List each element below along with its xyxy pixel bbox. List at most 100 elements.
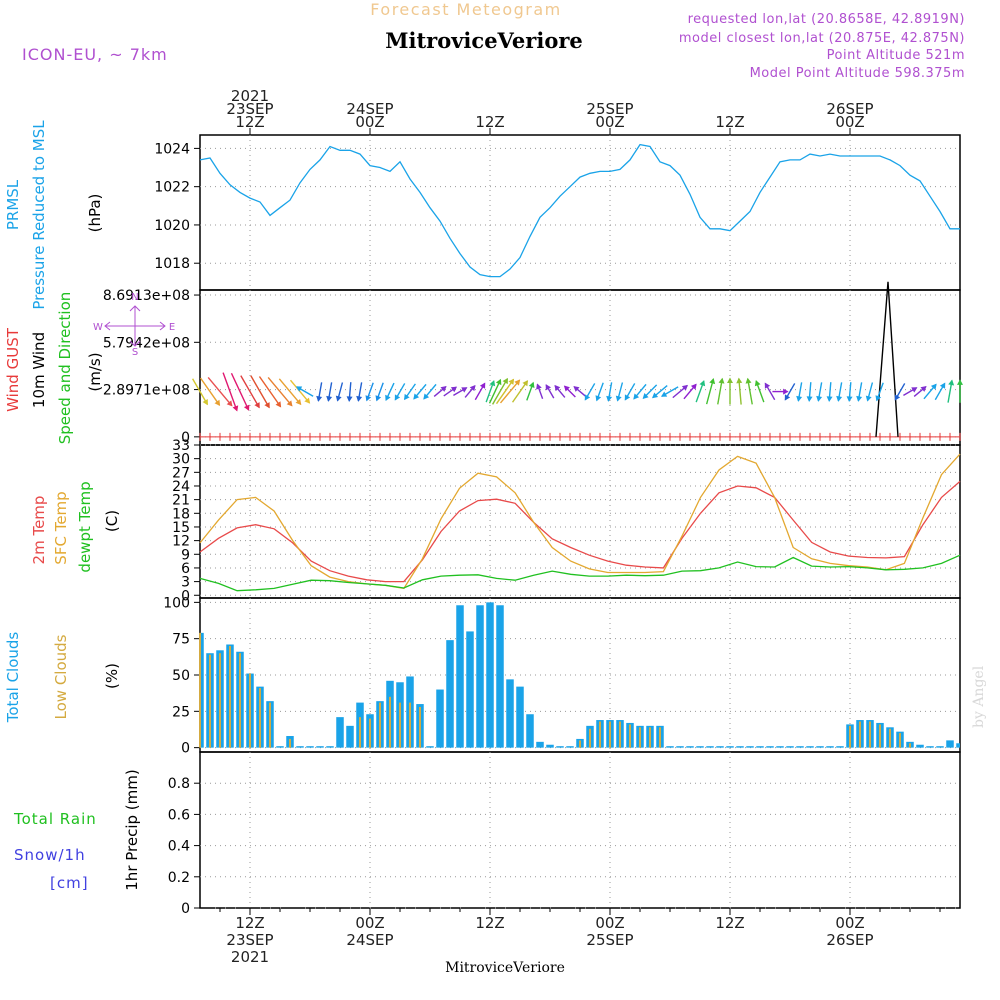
low-cloud-bar bbox=[629, 724, 631, 748]
total-cloud-bar bbox=[786, 746, 794, 748]
total-cloud-bar bbox=[326, 746, 334, 748]
wind-arrow bbox=[295, 386, 314, 397]
wind-arrow bbox=[433, 386, 447, 397]
wind-arrow bbox=[278, 378, 302, 406]
wind-arrow bbox=[289, 379, 311, 404]
chart-title: Forecast Meteogram bbox=[370, 0, 561, 19]
wind-arrow bbox=[934, 382, 946, 401]
wind-arrow bbox=[394, 383, 406, 401]
y-tick-label: 1022 bbox=[154, 180, 190, 196]
total-cloud-bar bbox=[956, 743, 960, 748]
closest-coords: model closest lon,lat (20.875E, 42.875N) bbox=[679, 31, 965, 46]
low-cloud-bar bbox=[419, 706, 421, 748]
total-cloud-bar bbox=[466, 631, 474, 748]
temp-dewpt-label: dewpt Temp bbox=[76, 481, 94, 572]
total-cloud-bar bbox=[306, 746, 314, 748]
low-clouds-label: Low Clouds bbox=[52, 634, 70, 719]
y-tick-label: 75 bbox=[172, 632, 190, 648]
low-cloud-bar bbox=[269, 702, 271, 748]
y-tick-label: 1020 bbox=[154, 218, 190, 234]
bottom-time-label: 00Z bbox=[835, 914, 864, 932]
bottom-time-label: 12Z bbox=[235, 914, 264, 932]
total-cloud-bar bbox=[556, 746, 564, 748]
low-cloud-bar bbox=[369, 718, 371, 748]
wind-arrow bbox=[191, 378, 209, 406]
wind-arrow bbox=[717, 377, 725, 405]
y-tick-label: 0 bbox=[181, 588, 190, 604]
temp-sfc-label: SFC Temp bbox=[52, 491, 70, 564]
bottom-time-label: 12Z bbox=[475, 914, 504, 932]
wind-arrow bbox=[488, 378, 502, 404]
pressure-ylabel-1: PRMSL bbox=[4, 179, 22, 230]
low-cloud-bar bbox=[199, 632, 201, 748]
wind-arrow bbox=[633, 383, 647, 400]
y-tick-label: 8.6913e+08 bbox=[103, 288, 190, 304]
wind-arrow bbox=[554, 384, 566, 398]
temp-line-dewpt bbox=[199, 554, 961, 592]
total-cloud-bar bbox=[926, 746, 934, 748]
wind-arrow bbox=[316, 382, 323, 402]
total-cloud-bar bbox=[686, 746, 694, 748]
wind-arrow bbox=[404, 383, 416, 401]
low-cloud-bar bbox=[389, 696, 391, 748]
wind-arrow bbox=[526, 381, 535, 401]
top-time-label: 12Z bbox=[715, 113, 744, 131]
model-name: ICON-EU, ~ 7km bbox=[22, 45, 168, 64]
total-cloud-bar bbox=[766, 746, 774, 748]
total-cloud-bar bbox=[836, 746, 844, 748]
top-time-label: 00Z bbox=[595, 113, 624, 131]
y-tick-label: 6 bbox=[181, 561, 190, 577]
total-cloud-bar bbox=[676, 746, 684, 748]
total-cloud-bar bbox=[716, 746, 724, 748]
low-cloud-bar bbox=[289, 738, 291, 748]
wind-arrow bbox=[736, 377, 743, 405]
wind-arrow bbox=[615, 382, 624, 402]
low-cloud-bar bbox=[599, 721, 601, 748]
low-cloud-bar bbox=[859, 721, 861, 748]
low-cloud-bar bbox=[359, 717, 361, 748]
top-time-label: 00Z bbox=[355, 113, 384, 131]
wind-arrow bbox=[784, 383, 796, 401]
wind-spike-line bbox=[875, 281, 899, 437]
wind-arrow bbox=[796, 382, 803, 402]
pressure-ylabel-2: Pressure Reduced to MSL bbox=[30, 120, 48, 310]
y-tick-label: 0.4 bbox=[168, 839, 190, 855]
wind-arrow bbox=[836, 382, 843, 402]
wind-arrow bbox=[511, 380, 529, 403]
top-time-label: 2021 bbox=[231, 87, 269, 105]
y-tick-label: 1024 bbox=[154, 141, 190, 157]
wind-arrow bbox=[856, 382, 863, 402]
wind-10m-label: 10m Wind bbox=[30, 332, 48, 408]
top-time-label: 24SEP bbox=[346, 100, 393, 118]
station-title: MitroviceVeriore bbox=[385, 28, 583, 53]
y-tick-label: 2.8971e+08 bbox=[103, 383, 190, 399]
wind-arrow bbox=[207, 377, 233, 407]
low-cloud-bar bbox=[639, 727, 641, 748]
top-time-label: 12Z bbox=[475, 113, 504, 131]
clouds-unit: (%) bbox=[103, 663, 121, 689]
y-tick-label: 1018 bbox=[154, 256, 190, 272]
wind-arrow bbox=[745, 377, 753, 405]
wind-arrow bbox=[563, 385, 576, 398]
wind-arrow bbox=[230, 372, 250, 411]
bottom-time-label: 00Z bbox=[355, 914, 384, 932]
wind-arrow bbox=[772, 388, 789, 395]
total-cloud-bar bbox=[796, 746, 804, 748]
bottom-time-label: 24SEP bbox=[346, 931, 393, 949]
low-cloud-bar bbox=[609, 721, 611, 748]
wind-arrow bbox=[375, 382, 384, 402]
low-cloud-bar bbox=[889, 728, 891, 748]
top-time-label: 23SEP bbox=[226, 100, 273, 118]
bottom-time-label: 25SEP bbox=[586, 931, 633, 949]
low-cloud-bar bbox=[909, 743, 911, 748]
wind-arrow bbox=[573, 386, 587, 397]
y-tick-label: 0 bbox=[181, 741, 190, 757]
top-time-label: 25SEP bbox=[586, 100, 633, 118]
total-cloud-bar bbox=[546, 744, 554, 748]
total-cloud-bar bbox=[336, 717, 344, 748]
y-tick-label: 30 bbox=[172, 452, 190, 468]
top-time-label: 12Z bbox=[235, 113, 264, 131]
total-cloud-bar bbox=[536, 741, 544, 748]
wind-arrow bbox=[913, 386, 927, 397]
total-cloud-bar bbox=[296, 746, 304, 748]
